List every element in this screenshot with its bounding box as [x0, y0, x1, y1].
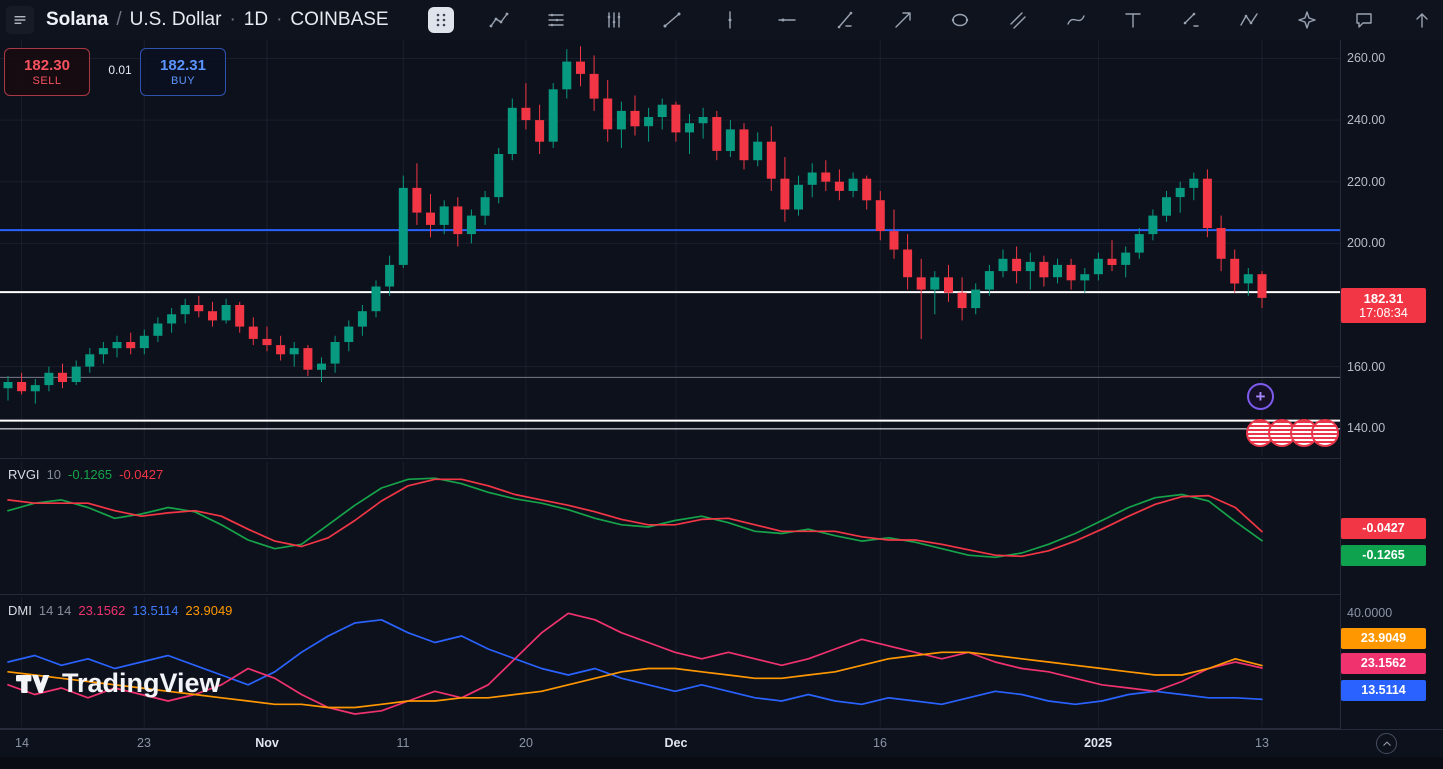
dmi-plus-di-badge: 13.5114 [1341, 680, 1426, 701]
menu-icon[interactable] [6, 6, 34, 34]
time-tick-label: Dec [664, 736, 688, 750]
time-tick-label: 13 [1255, 736, 1269, 750]
measure-line-tool-icon[interactable] [1178, 7, 1204, 33]
price-scale[interactable]: 260.00 240.00 220.00 200.00 160.00 140.00 182… [1341, 40, 1443, 757]
rvgi-signal-value: -0.0427 [119, 467, 164, 482]
sell-price: 182.30 [24, 57, 70, 74]
tradingview-logo-icon [16, 674, 50, 693]
time-tick-label: 2025 [1084, 736, 1112, 750]
arrow-up-tool-icon[interactable] [1409, 7, 1435, 33]
dmi-minus-di-badge: 23.1562 [1341, 653, 1426, 674]
arrow-tool-icon[interactable] [890, 7, 916, 33]
time-tick-label: Nov [255, 736, 279, 750]
rvgi-main-value: -0.1265 [68, 467, 113, 482]
add-alert-plus-icon[interactable]: + [1247, 383, 1274, 410]
horizontal-ray-tool-icon[interactable] [774, 7, 800, 33]
order-widget: 182.30 SELL 0.01 182.31 BUY [4, 48, 226, 96]
top-toolbar: Solana / U.S. Dollar · 1D · COINBASE [0, 0, 1443, 40]
watermark-text: TradingView [62, 668, 221, 698]
callout-tool-icon[interactable] [1351, 7, 1377, 33]
symbol-title[interactable]: Solana / U.S. Dollar · 1D · COINBASE [46, 9, 389, 30]
buy-price: 182.31 [160, 57, 206, 74]
drag-handle-icon[interactable] [428, 7, 454, 33]
last-price-badge: 182.31 17:08:34 [1341, 288, 1426, 323]
us-flag-marker[interactable] [1311, 419, 1339, 447]
symbol-name: Solana [46, 9, 109, 30]
time-tick-label: 16 [873, 736, 887, 750]
price-tick-label: 240.00 [1347, 113, 1386, 127]
interval-label: 1D [243, 9, 269, 30]
time-tick-label: 14 [15, 736, 29, 750]
rvgi-signal-badge: -0.0427 [1341, 518, 1426, 539]
pane-separator[interactable] [0, 594, 1340, 595]
pane-separator[interactable] [0, 458, 1340, 459]
drawing-toolbar [428, 0, 1435, 40]
tradingview-watermark: TradingView [16, 668, 221, 699]
vertical-line-tool-icon[interactable] [717, 7, 743, 33]
dmi-minus-di-value: 23.1562 [78, 603, 126, 618]
price-tick-label: 200.00 [1347, 236, 1386, 250]
time-axis[interactable]: 14 23 Nov 11 20 Dec 16 2025 13 [0, 729, 1443, 757]
price-tick-label: 160.00 [1347, 360, 1386, 374]
price-tick-label: 260.00 [1347, 51, 1386, 65]
rvgi-label: RVGI [8, 467, 40, 482]
bar-countdown: 17:08:34 [1359, 306, 1408, 320]
rvgi-main-badge: -0.1265 [1341, 545, 1426, 566]
ellipse-tool-icon[interactable] [947, 7, 973, 33]
time-tick-label: 11 [396, 736, 410, 750]
parallel-channel-tool-icon[interactable] [1005, 7, 1031, 33]
price-tick-label: 220.00 [1347, 175, 1386, 189]
xabcd-pattern-tool-icon[interactable] [1294, 7, 1320, 33]
buy-button[interactable]: 182.31 BUY [140, 48, 226, 96]
time-tick-label: 23 [137, 736, 151, 750]
sell-button[interactable]: 182.30 SELL [4, 48, 90, 96]
angle-line-tool-icon[interactable] [832, 7, 858, 33]
trend-line-tool-icon[interactable] [659, 7, 685, 33]
polyline-nodes-tool-icon[interactable] [486, 7, 512, 33]
t-ruler-tool-icon[interactable] [1120, 7, 1146, 33]
price-scale-border [1340, 40, 1341, 757]
price-tick-label: 140.00 [1347, 421, 1386, 435]
pane-separator [0, 728, 1340, 729]
jump-to-realtime-button[interactable] [1376, 733, 1397, 754]
rvgi-status-line[interactable]: RVGI 10 -0.1265 -0.0427 [8, 467, 164, 482]
dmi-adx-value: 23.9049 [185, 603, 233, 618]
dmi-label: DMI [8, 603, 32, 618]
horizontal-lines-tool-icon[interactable] [543, 7, 569, 33]
zigzag-pattern-tool-icon[interactable] [1236, 7, 1262, 33]
dmi-indicator-pane[interactable] [0, 597, 1340, 727]
vertical-bars-tool-icon[interactable] [601, 7, 627, 33]
rvgi-indicator-pane[interactable] [0, 462, 1340, 592]
exchange-label: COINBASE [290, 9, 389, 30]
symbol-description: U.S. Dollar [129, 9, 222, 30]
dmi-adx-badge: 23.9049 [1341, 628, 1426, 649]
bottom-scrollbar-strip [0, 757, 1443, 769]
last-price-value: 182.31 [1363, 291, 1404, 306]
time-tick-label: 20 [519, 736, 533, 750]
dmi-status-line[interactable]: DMI 14 14 23.1562 13.5114 23.9049 [8, 603, 233, 618]
curve-tool-icon[interactable] [1063, 7, 1089, 33]
main-candlestick-chart[interactable] [0, 40, 1340, 456]
spread-value: 0.01 [108, 63, 132, 77]
dmi-axis-value: 40.0000 [1347, 606, 1393, 620]
dmi-plus-di-value: 13.5114 [132, 603, 179, 618]
